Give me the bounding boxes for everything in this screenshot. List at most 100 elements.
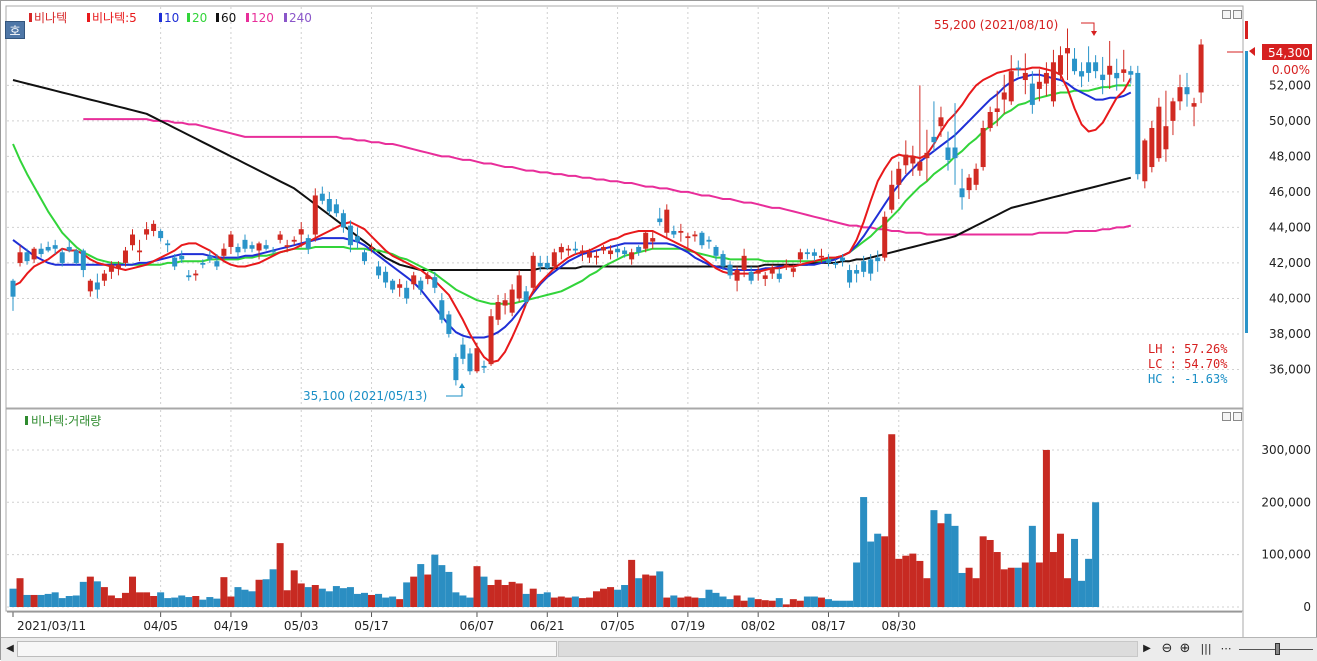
volume-bar bbox=[916, 560, 924, 607]
volume-bar bbox=[44, 593, 52, 607]
candle-body bbox=[122, 250, 128, 263]
candle-body bbox=[284, 245, 290, 247]
zoom-slider[interactable] bbox=[1239, 642, 1313, 656]
zoom-out-icon[interactable]: ⊖ bbox=[1161, 641, 1173, 656]
volume-bar bbox=[501, 585, 509, 607]
volume-bar bbox=[410, 576, 418, 607]
volume-bar bbox=[923, 578, 931, 607]
volume-legend-label: 비나텍:거래량 bbox=[31, 414, 101, 428]
volume-panel-close-icon[interactable] bbox=[1233, 412, 1242, 421]
ho-badge[interactable]: 호 bbox=[5, 21, 25, 39]
candle-body bbox=[460, 344, 466, 359]
volume-bar bbox=[670, 595, 678, 607]
candle-body bbox=[692, 234, 698, 237]
volume-bar bbox=[522, 593, 530, 607]
low-leader-line bbox=[446, 386, 463, 397]
candle-body bbox=[994, 108, 1000, 112]
candle-body bbox=[783, 264, 789, 267]
volume-bar bbox=[951, 525, 959, 607]
volume-bar bbox=[726, 599, 734, 607]
candle-body bbox=[1050, 62, 1056, 102]
candle-body bbox=[474, 348, 480, 372]
volume-panel-minimize-icon[interactable] bbox=[1222, 412, 1231, 421]
volume-bar bbox=[592, 591, 600, 607]
volume-bar bbox=[571, 596, 579, 607]
volume-bar bbox=[585, 597, 593, 607]
chart-canvas[interactable]: 52,000 50,000 48,000 46,000 44,000 42,000 40,0… bbox=[1, 1, 1317, 637]
price-panel-minimize-icon[interactable] bbox=[1222, 10, 1231, 19]
candle-body bbox=[1079, 71, 1085, 77]
volume-bar bbox=[684, 596, 692, 607]
zoom-slider-knob[interactable] bbox=[1275, 643, 1280, 655]
candle-body bbox=[973, 168, 979, 185]
volume-bar bbox=[136, 592, 144, 607]
candle-body bbox=[80, 250, 86, 271]
scroll-track[interactable] bbox=[558, 641, 1138, 657]
candle-body bbox=[45, 246, 51, 251]
volume-bar bbox=[1021, 562, 1029, 607]
candle-body bbox=[741, 255, 747, 271]
volume-bar bbox=[23, 594, 31, 607]
candle-body bbox=[706, 239, 712, 242]
horizontal-scrollbar[interactable]: ◀ ▶ ⊖ ⊕ ||| ⋯ bbox=[1, 637, 1317, 661]
candlestick-series bbox=[10, 28, 1204, 386]
candle-body bbox=[453, 357, 459, 381]
volume-bar bbox=[1071, 538, 1079, 607]
candle-body bbox=[847, 270, 853, 283]
candle-body bbox=[804, 252, 810, 255]
scroll-left-icon[interactable]: ◀ bbox=[6, 643, 14, 654]
candle-body bbox=[790, 268, 796, 272]
candle-body bbox=[362, 252, 367, 262]
volume-bar bbox=[1056, 533, 1064, 607]
candle-body bbox=[615, 248, 621, 253]
scroll-thumb[interactable] bbox=[17, 641, 557, 657]
candle-body bbox=[144, 229, 150, 235]
price-panel bbox=[5, 5, 1244, 409]
candle-body bbox=[1128, 71, 1134, 75]
candle-body bbox=[713, 246, 719, 256]
volume-bar bbox=[656, 571, 664, 607]
candle-body bbox=[854, 270, 860, 274]
current-price-arrow-icon bbox=[1249, 47, 1255, 56]
candle-body bbox=[38, 248, 44, 255]
column-toggle-icon[interactable]: ||| bbox=[1200, 642, 1212, 655]
volume-bar bbox=[1049, 552, 1057, 607]
candle-body bbox=[755, 270, 761, 274]
zoom-in-icon[interactable]: ⊕ bbox=[1179, 641, 1191, 656]
volume-bar bbox=[642, 574, 650, 607]
volume-bar bbox=[1028, 525, 1036, 607]
candle-body bbox=[601, 246, 607, 251]
legend-ma10: 10 bbox=[164, 11, 179, 25]
volume-bar bbox=[698, 598, 706, 607]
candle-body bbox=[249, 245, 255, 249]
candle-body bbox=[868, 259, 874, 274]
volume-bar bbox=[902, 555, 910, 607]
expand-icon[interactable]: ⋯ bbox=[1220, 642, 1232, 655]
candle-body bbox=[952, 147, 958, 159]
volume-bar bbox=[733, 595, 741, 607]
candle-body bbox=[1057, 55, 1063, 75]
date-tick-label: 04/05 bbox=[143, 619, 178, 633]
volume-bar bbox=[937, 523, 945, 607]
volume-bar bbox=[1000, 569, 1008, 607]
candle-body bbox=[516, 275, 522, 299]
scroll-right-icon[interactable]: ▶ bbox=[1143, 643, 1151, 654]
candle-body bbox=[622, 250, 628, 255]
legend-ma120: 120 bbox=[251, 11, 274, 25]
candle-body bbox=[748, 271, 754, 281]
volume-bar bbox=[529, 588, 537, 607]
candle-body bbox=[59, 252, 65, 263]
volume-bar bbox=[550, 597, 558, 607]
date-tick-label: 08/02 bbox=[741, 619, 776, 633]
high-arrow-icon bbox=[1091, 31, 1097, 36]
volume-bar bbox=[494, 579, 502, 607]
volume-bar bbox=[473, 566, 481, 607]
volume-bar bbox=[403, 582, 411, 607]
price-panel-close-icon[interactable] bbox=[1233, 10, 1242, 19]
date-tick-label: 2021/03/11 bbox=[17, 619, 86, 633]
volume-bar bbox=[958, 572, 966, 607]
candle-body bbox=[1156, 106, 1162, 159]
candle-body bbox=[446, 314, 452, 334]
current-price-box bbox=[1262, 44, 1312, 60]
candle-body bbox=[165, 243, 171, 246]
